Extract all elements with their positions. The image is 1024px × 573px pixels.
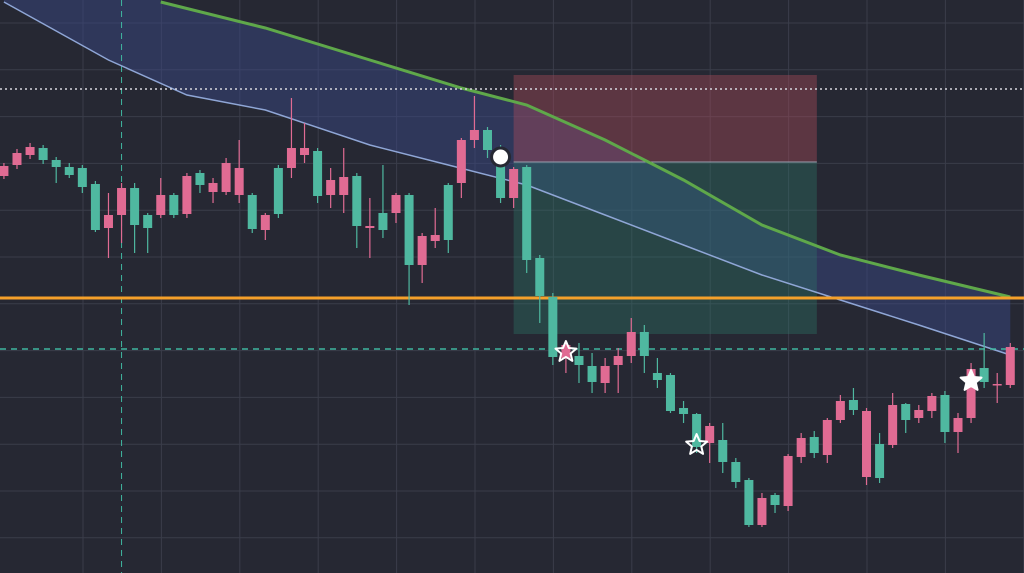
candle-body xyxy=(169,195,179,215)
candle-body xyxy=(260,215,270,230)
candle-body xyxy=(509,169,519,198)
candle-body xyxy=(12,153,22,165)
candle-body xyxy=(143,215,153,228)
candle-body xyxy=(300,148,310,155)
candle-body xyxy=(391,195,401,213)
candle-body xyxy=(927,396,937,411)
candle-body xyxy=(744,480,754,525)
candle-body xyxy=(979,368,989,382)
candle-body xyxy=(522,167,532,260)
candle-body xyxy=(482,130,492,150)
candle-body xyxy=(208,183,218,192)
star-marker xyxy=(554,340,578,362)
candle-body xyxy=(587,366,597,382)
ma-band xyxy=(3,0,1011,355)
candle-body xyxy=(77,168,87,187)
candle-body xyxy=(548,297,558,357)
target-zone xyxy=(513,162,817,334)
candle-body xyxy=(796,438,806,457)
candle-body xyxy=(652,373,662,380)
candle-body xyxy=(914,410,924,418)
candle-body xyxy=(705,426,715,443)
candle-body xyxy=(901,404,911,420)
candle-body xyxy=(692,414,702,447)
candle-body xyxy=(313,151,323,196)
candle-body xyxy=(992,384,1002,386)
candle-body xyxy=(221,163,231,192)
candle-body xyxy=(365,226,375,228)
candle-body xyxy=(25,147,35,155)
candle-body xyxy=(195,173,205,185)
candle-body xyxy=(430,235,440,241)
candle-body xyxy=(626,332,636,356)
entry-marker xyxy=(490,146,512,168)
candle-body xyxy=(130,188,140,225)
star-marker xyxy=(685,433,709,455)
candle-body xyxy=(613,356,623,365)
ma-line xyxy=(160,0,1011,299)
candle-body xyxy=(574,356,584,365)
candle-body xyxy=(966,369,976,418)
candle-body xyxy=(665,375,675,411)
candle-body xyxy=(443,185,453,240)
candle-body xyxy=(51,160,61,167)
candle-body xyxy=(103,215,113,228)
candle-body xyxy=(561,345,571,358)
candle-body xyxy=(718,440,728,462)
candle-body xyxy=(940,395,950,432)
star-marker xyxy=(959,369,983,391)
candle-body xyxy=(182,176,192,214)
candle-body xyxy=(404,195,414,265)
candle-body xyxy=(326,180,336,195)
candle-body xyxy=(0,166,9,176)
candle-body xyxy=(731,462,741,482)
candle-body xyxy=(417,236,427,265)
candle-body xyxy=(862,411,872,477)
candle-body xyxy=(156,195,166,215)
candle-body xyxy=(38,148,48,160)
candle-body xyxy=(783,456,793,506)
candle-body xyxy=(600,366,610,383)
candle-body xyxy=(456,140,466,183)
candle-body xyxy=(875,444,885,478)
candle-body xyxy=(234,168,244,195)
candle-body xyxy=(286,148,296,168)
candle-body xyxy=(1005,347,1015,385)
candle-body xyxy=(679,408,689,414)
candle-body xyxy=(352,176,362,226)
candle-body xyxy=(848,400,858,410)
candle-body xyxy=(822,420,832,455)
candle-body xyxy=(378,213,388,230)
candle-body xyxy=(535,258,545,296)
candle-body xyxy=(339,177,349,195)
candle-body xyxy=(469,130,479,140)
candle-body xyxy=(770,495,780,505)
candle-body xyxy=(757,498,767,525)
candle-body xyxy=(809,437,819,453)
candle-body xyxy=(117,188,127,215)
candle-body xyxy=(247,195,257,229)
candle-body xyxy=(888,405,898,445)
candle-body xyxy=(639,332,649,356)
candle-body xyxy=(90,184,100,230)
candle-body xyxy=(64,167,74,175)
candle-body xyxy=(835,401,845,420)
candle-body xyxy=(953,418,963,432)
candle-body xyxy=(273,168,283,214)
candle-body xyxy=(496,150,506,198)
